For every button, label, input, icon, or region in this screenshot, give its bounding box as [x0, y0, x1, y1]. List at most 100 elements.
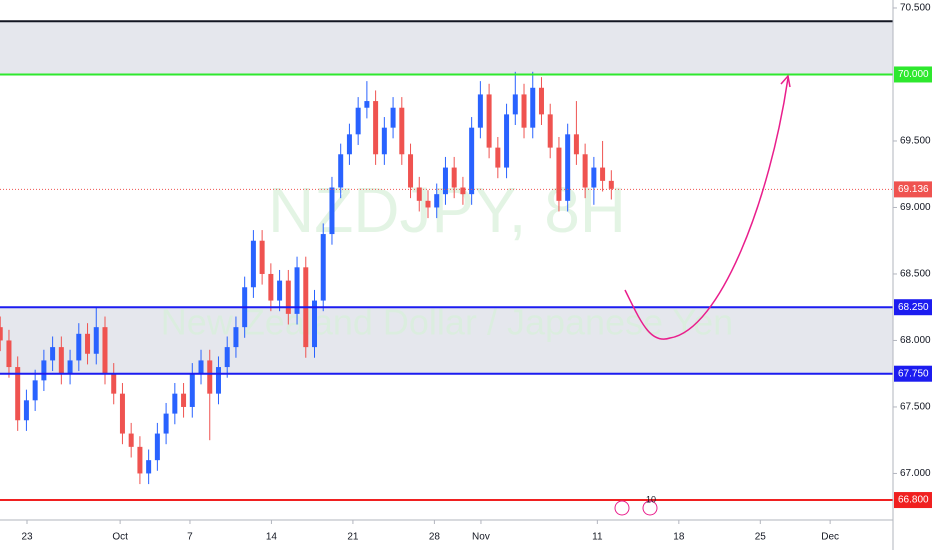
candle-body [320, 234, 326, 301]
candle-body [565, 134, 571, 201]
candle-body [582, 154, 588, 188]
candle-body [294, 267, 300, 314]
event-icon[interactable] [642, 500, 658, 516]
candle-body [259, 240, 265, 274]
candle-body [50, 347, 56, 361]
candle-body [250, 240, 256, 288]
candle-body [172, 393, 178, 414]
candle-body [486, 94, 492, 148]
candle-body [390, 107, 396, 128]
candle-body [41, 360, 47, 381]
y-tick-label: 67.000 [900, 468, 931, 479]
candle-body [137, 446, 143, 474]
projection-arrow [624, 77, 789, 340]
candle-body [85, 333, 91, 354]
x-tick-label: 14 [266, 532, 278, 543]
candle-body [233, 327, 239, 348]
candle-body [15, 367, 21, 421]
y-tick-label: 67.500 [900, 402, 931, 413]
x-tick-label: Nov [472, 532, 490, 543]
candle-body [32, 380, 38, 401]
candle-body [119, 393, 125, 434]
candle-body [355, 107, 361, 135]
candle-body [198, 360, 204, 374]
y-tick-label: 68.000 [900, 335, 931, 346]
candle-body [329, 187, 335, 235]
y-tick-label: 69.500 [900, 136, 931, 147]
candle-body [591, 167, 597, 188]
event-icon[interactable] [614, 500, 630, 516]
level-label-bg [894, 299, 932, 316]
candle-body [277, 280, 283, 301]
candle-body [364, 101, 370, 108]
candle-body [285, 280, 291, 314]
candle-body [189, 373, 195, 407]
level-label-bg [894, 492, 932, 509]
zone [0, 21, 893, 75]
candle-body [573, 134, 579, 155]
x-tick-label: 18 [673, 532, 685, 543]
candle-body [76, 333, 82, 361]
level-label-bg [894, 66, 932, 83]
level-label: 67.750 [898, 368, 929, 379]
candle-body [451, 167, 457, 188]
candle-body [224, 347, 230, 368]
candle-body [181, 393, 187, 407]
candle-body [442, 167, 448, 195]
level-label: 66.800 [898, 495, 929, 506]
candle-body [346, 134, 352, 155]
candle-body [547, 114, 553, 148]
candle-body [0, 327, 3, 341]
candle-body [608, 180, 614, 189]
candle-body [408, 154, 414, 188]
y-tick-label: 69.000 [900, 202, 931, 213]
candle-body [530, 87, 536, 128]
x-tick-label: Oct [112, 532, 128, 543]
candle-body [102, 327, 108, 374]
y-tick-label: 68.500 [900, 269, 931, 280]
candle-body [67, 360, 73, 374]
candle-body [163, 413, 169, 434]
candle-body [521, 94, 527, 128]
level-label-bg [894, 365, 932, 382]
candle-body [416, 187, 422, 201]
zone [0, 307, 893, 374]
level-label: 68.250 [898, 302, 929, 313]
events-label: 10 [646, 494, 656, 504]
candle-body [538, 87, 544, 115]
candle-body [207, 360, 213, 394]
candle-body [469, 127, 475, 195]
x-tick-label: 11 [592, 532, 603, 543]
candle-body [268, 273, 274, 301]
candle-body [434, 194, 440, 208]
candle-body [111, 373, 117, 394]
candle-body [154, 433, 160, 461]
level-label: 70.000 [898, 69, 929, 80]
candle-body [460, 187, 466, 195]
x-tick-label: 21 [347, 532, 359, 543]
candle-body [556, 147, 562, 201]
last-price-bg [894, 181, 932, 198]
arrow-head [780, 74, 791, 88]
last-price-label: 69.136 [898, 184, 929, 195]
candle-body [495, 147, 501, 168]
candle-body [128, 433, 134, 447]
x-tick-label: 23 [21, 532, 33, 543]
candle-body [504, 114, 510, 168]
candle-body [6, 340, 12, 368]
watermark-subtitle: New Zealand Dollar / Japanese Yen [161, 302, 733, 343]
candle-body [312, 300, 318, 348]
x-tick-label: 25 [755, 532, 767, 543]
candle-body [512, 94, 518, 115]
candle-body [58, 347, 64, 374]
candle-body [600, 167, 606, 181]
x-tick-label: 7 [187, 532, 193, 543]
x-tick-label: 28 [429, 532, 441, 543]
candle-body [373, 101, 379, 155]
candle-body [93, 327, 99, 354]
candle-body [146, 460, 152, 474]
candle-body [215, 367, 221, 394]
candle-body [381, 127, 387, 155]
candle-body [425, 200, 431, 208]
